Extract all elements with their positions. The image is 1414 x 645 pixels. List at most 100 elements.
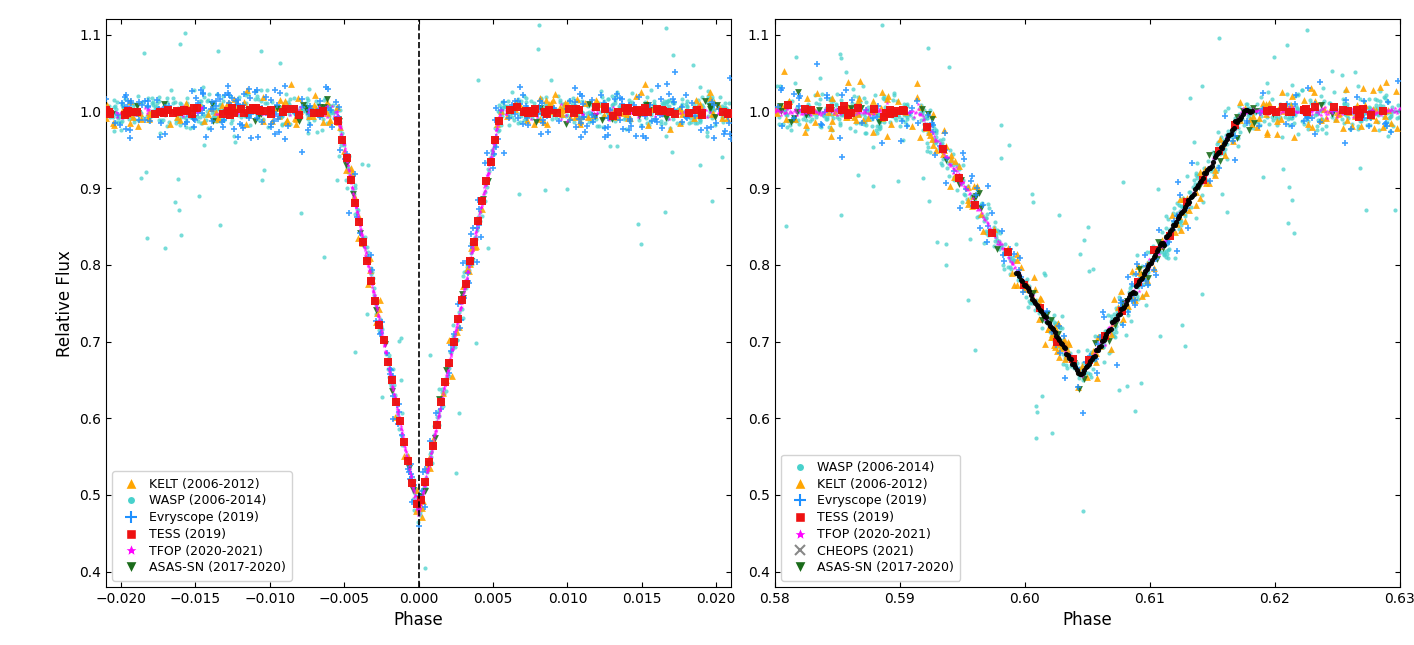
Point bbox=[1240, 114, 1263, 124]
Point bbox=[1321, 109, 1343, 119]
Point bbox=[822, 106, 844, 117]
Point bbox=[983, 241, 1005, 251]
Point bbox=[933, 151, 956, 161]
Point bbox=[1044, 340, 1066, 350]
Point bbox=[519, 104, 542, 114]
Point bbox=[594, 99, 617, 110]
Point bbox=[1104, 320, 1127, 330]
Point bbox=[1196, 165, 1219, 175]
Point bbox=[1264, 107, 1287, 117]
Point bbox=[1278, 112, 1301, 122]
Point bbox=[1203, 154, 1226, 164]
Point bbox=[1133, 270, 1155, 281]
Point bbox=[1227, 109, 1250, 119]
Point bbox=[462, 239, 485, 250]
Point bbox=[549, 102, 571, 112]
Point bbox=[959, 234, 981, 244]
Point bbox=[1117, 310, 1140, 321]
Point bbox=[96, 102, 119, 112]
Point bbox=[1335, 106, 1357, 117]
Point bbox=[1191, 190, 1213, 200]
Point bbox=[239, 93, 262, 103]
Point bbox=[1107, 308, 1130, 318]
Point bbox=[328, 103, 351, 113]
Point bbox=[874, 106, 896, 116]
Point bbox=[853, 106, 875, 117]
Point bbox=[168, 115, 191, 125]
Point bbox=[1288, 0, 1311, 1]
Point bbox=[460, 238, 482, 248]
Point bbox=[1077, 354, 1100, 364]
Point bbox=[205, 89, 228, 99]
Point bbox=[387, 336, 410, 346]
Point bbox=[283, 108, 305, 119]
Point bbox=[810, 89, 833, 99]
Point bbox=[482, 149, 505, 159]
Point bbox=[983, 228, 1005, 239]
Point bbox=[103, 101, 126, 112]
Point bbox=[872, 117, 895, 128]
Point bbox=[310, 107, 332, 117]
Point bbox=[563, 117, 585, 128]
Point bbox=[1292, 108, 1315, 119]
Point bbox=[345, 203, 368, 213]
Point bbox=[409, 490, 431, 501]
Point bbox=[580, 104, 602, 115]
Point bbox=[605, 112, 628, 122]
Point bbox=[1111, 320, 1134, 330]
Point bbox=[546, 104, 568, 115]
Point bbox=[689, 106, 711, 117]
Point bbox=[1174, 208, 1196, 219]
Point bbox=[205, 104, 228, 114]
Point bbox=[674, 90, 697, 100]
Point bbox=[925, 128, 947, 138]
Point bbox=[906, 104, 929, 114]
Point bbox=[417, 457, 440, 468]
Point bbox=[826, 106, 848, 116]
Point bbox=[400, 475, 423, 486]
Point bbox=[472, 189, 495, 199]
Point bbox=[892, 106, 915, 116]
Point bbox=[1159, 227, 1182, 237]
Point bbox=[1292, 105, 1315, 115]
Point bbox=[1240, 108, 1263, 119]
Point bbox=[1028, 305, 1051, 315]
Point bbox=[583, 110, 605, 121]
Point bbox=[1223, 155, 1246, 165]
Point bbox=[1162, 216, 1185, 226]
Point bbox=[826, 106, 848, 116]
Point bbox=[1359, 112, 1381, 123]
Point bbox=[635, 133, 658, 143]
Point bbox=[252, 92, 274, 103]
Point bbox=[1083, 345, 1106, 355]
Point bbox=[389, 333, 411, 343]
Point bbox=[284, 114, 307, 124]
Point bbox=[872, 112, 895, 123]
Point bbox=[173, 106, 195, 116]
Point bbox=[670, 102, 693, 112]
Point bbox=[1171, 194, 1193, 204]
Point bbox=[666, 103, 689, 114]
Point bbox=[298, 101, 321, 111]
Point bbox=[461, 243, 484, 253]
Point bbox=[1192, 175, 1215, 185]
Point bbox=[1131, 261, 1154, 272]
Point bbox=[1340, 119, 1363, 129]
Point bbox=[413, 502, 436, 512]
Point bbox=[779, 120, 802, 130]
Point bbox=[795, 104, 817, 114]
Point bbox=[221, 103, 243, 113]
Point bbox=[1083, 331, 1106, 341]
Point bbox=[850, 103, 872, 114]
Point bbox=[1291, 106, 1314, 116]
Point bbox=[1130, 268, 1152, 278]
Point bbox=[1111, 177, 1134, 187]
Point bbox=[352, 235, 375, 245]
Point bbox=[479, 150, 502, 161]
Point bbox=[1158, 230, 1181, 241]
Point bbox=[153, 129, 175, 139]
Point bbox=[1053, 344, 1076, 355]
Point bbox=[512, 115, 534, 126]
Point bbox=[594, 106, 617, 117]
Point bbox=[662, 105, 684, 115]
